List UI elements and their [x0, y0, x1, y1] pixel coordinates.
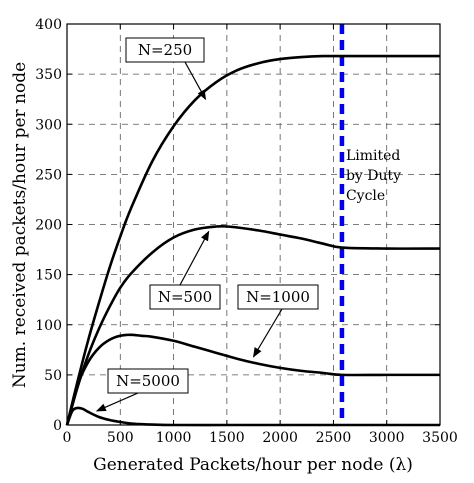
- y-tick-label: 300: [35, 117, 62, 133]
- axis-ticks: 0 500 1000 1500 2000 2500 3000 3500 0 50 100 150 200…: [35, 17, 458, 446]
- y-axis-title: Num. received packets/hour per node: [10, 62, 30, 388]
- y-tick-label: 150: [35, 268, 62, 284]
- y-tick-label: 50: [44, 368, 62, 384]
- x-axis-title: Generated Packets/hour per node (λ): [93, 455, 413, 475]
- x-tick-label: 3500: [422, 430, 458, 446]
- annotation-arrow-n-1000: [252, 308, 283, 358]
- y-tick-label: 400: [35, 17, 62, 33]
- series-line-n-1000: [65, 333, 440, 426]
- annotation-box-n-250: [125, 37, 205, 63]
- x-tick-label: 2500: [316, 430, 352, 446]
- series-line-n-250: [65, 54, 440, 426]
- series-line-n-500: [65, 224, 441, 426]
- annotation-label-n-500: N=500: [158, 288, 212, 306]
- duty-cycle-label-line: Limited: [346, 148, 400, 164]
- annotation-label-n-5000: N=5000: [116, 372, 180, 390]
- annotation-box-n-500: [149, 284, 221, 310]
- duty-cycle-label-line: by Duty: [346, 168, 401, 184]
- annotation-arrow-n-250: [184, 61, 207, 101]
- x-tick-label: 1000: [156, 430, 192, 446]
- x-tick-label: 0: [63, 430, 72, 446]
- annotations: N=250 N=500 N=1000 N=5000: [95, 37, 319, 412]
- duty-cycle-label-line: Cycle: [346, 188, 385, 204]
- annotation-box-n-1000: [237, 284, 319, 310]
- y-tick-label: 0: [53, 418, 62, 434]
- annotation-box-n-5000: [107, 368, 189, 394]
- x-tick-label: 3000: [369, 430, 405, 446]
- y-tick-label: 100: [35, 318, 62, 334]
- annotation-arrow-n-500: [179, 230, 210, 286]
- annotation-arrow-n-5000: [95, 392, 139, 412]
- annotation-label-n-1000: N=1000: [246, 288, 310, 306]
- annotation-label-n-250: N=250: [138, 41, 192, 59]
- duty-cycle-limit: Limited by Duty Cycle: [339, 24, 401, 425]
- y-tick-label: 350: [35, 67, 62, 83]
- y-tick-label: 250: [35, 167, 62, 183]
- y-tick-label: 200: [35, 218, 62, 234]
- x-tick-label: 2000: [262, 430, 298, 446]
- x-tick-label: 1500: [209, 430, 245, 446]
- x-tick-label: 500: [107, 430, 134, 446]
